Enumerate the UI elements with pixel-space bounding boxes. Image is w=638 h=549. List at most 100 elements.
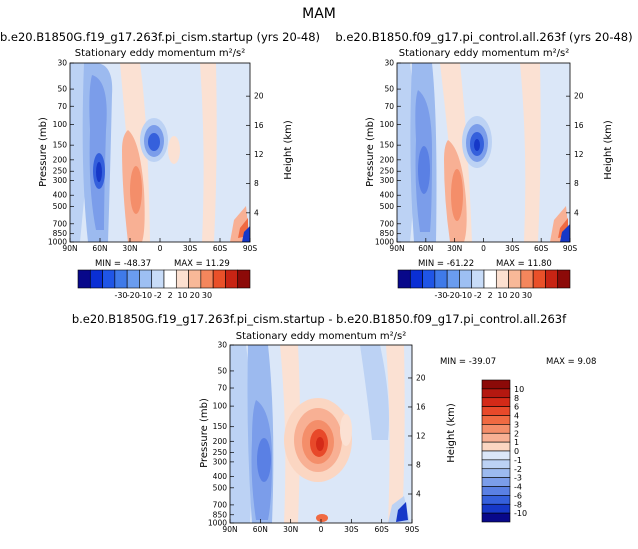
panel-1-y2tick-label: 12 <box>254 150 264 159</box>
panel-1-subtitle: Stationary eddy momentum m²/s² <box>75 48 245 59</box>
panel-2-y2tick-label: 12 <box>574 150 584 159</box>
panel-3-y2label: Height (km) <box>446 403 457 463</box>
panel-3-y2tick-label: 16 <box>416 402 426 411</box>
panel-2-ytick-label: 1000 <box>375 238 394 247</box>
panel-3-colorbar-label: 10 <box>514 385 524 394</box>
panel-3-ytick-label: 100 <box>213 402 228 411</box>
panel-2-colorbar-label: 10 <box>497 291 507 300</box>
panel-1-colorbar-label: -10 <box>139 291 152 300</box>
panel-2-ytick-label: 850 <box>380 229 395 238</box>
panel-3-colorbar-label: -1 <box>514 456 522 465</box>
panel-1-contour-field <box>70 63 250 242</box>
panel-2-y2tick-label: 8 <box>574 179 579 188</box>
panel-2-colorbar-swatch <box>520 269 534 289</box>
panel-2-colorbar-label: -2 <box>474 291 482 300</box>
panel-3: b.e20.B1850G.f19_g17.263f.pi_cism.startu… <box>72 312 597 534</box>
panel-3-colorbar-label: 6 <box>514 403 519 412</box>
panel-2: b.e20.B1850.f09_g17.pi_control.all.263f … <box>335 30 632 300</box>
panel-3-xtick-label: 60S <box>375 525 390 534</box>
panel-3-ytick-label: 300 <box>213 457 228 466</box>
panel-3-min: MIN = -39.07 <box>440 357 496 367</box>
panel-1-xtick-label: 90N <box>62 244 77 253</box>
panel-1-ytick-label: 1000 <box>48 238 67 247</box>
panel-1-ylabel: Pressure (mb) <box>38 117 49 187</box>
panel-2-xtick-label: 0 <box>481 244 486 253</box>
panel-3-ytick-label: 70 <box>217 384 227 393</box>
panel-2-colorbar-label: 20 <box>510 291 520 300</box>
panel-1-colorbar-swatch <box>77 269 91 289</box>
panel-1-colorbar-swatch <box>225 269 239 289</box>
panel-3-colorbar-label: 4 <box>514 412 519 421</box>
panel-1-ytick-label: 700 <box>53 219 68 228</box>
panel-2-title: b.e20.B1850.f09_g17.pi_control.all.263f … <box>335 30 632 44</box>
panel-2-xtick-label: 60N <box>418 244 433 253</box>
panel-3-colorbar-swatch <box>481 468 511 478</box>
panel-3-xtick-label: 90N <box>222 525 237 534</box>
panel-2-colorbar-label: 2 <box>488 291 493 300</box>
panel-1-ytick-label: 150 <box>53 141 68 150</box>
panel-2-ytick-label: 50 <box>384 85 394 94</box>
panel-1-ytick-label: 500 <box>53 202 68 211</box>
panel-2-y2tick-label: 20 <box>574 92 584 101</box>
panel-2-colorbar-swatch <box>471 269 485 289</box>
panel-2-colorbar-swatch <box>459 269 473 289</box>
panel-1-y2tick-label: 4 <box>254 208 259 217</box>
panel-3-ytick-label: 250 <box>213 448 228 457</box>
panel-3-colorbar-swatch <box>481 477 511 487</box>
panel-1-colorbar-swatch <box>163 269 177 289</box>
panel-3-y2tick-label: 20 <box>416 373 426 382</box>
panel-3-colorbar-swatch <box>481 495 511 505</box>
panel-2-ylabel: Pressure (mb) <box>365 117 376 187</box>
panel-2-y2tick-label: 4 <box>574 208 579 217</box>
panel-3-colorbar-swatch <box>481 424 511 434</box>
panel-2-colorbar-swatch <box>422 269 436 289</box>
panel-3-contour-field <box>230 345 412 523</box>
panel-3-xtick-label: 30S <box>344 525 359 534</box>
panel-1-ytick-label: 100 <box>53 120 68 129</box>
panel-3-ytick-label: 200 <box>213 437 228 446</box>
panel-1-colorbar-label: 30 <box>202 291 212 300</box>
panel-1-y2tick-label: 16 <box>254 121 264 130</box>
panel-2-ytick-label: 250 <box>380 167 395 176</box>
panel-2-ytick-label: 70 <box>384 102 394 111</box>
panel-3-y2tick-label: 8 <box>416 460 421 469</box>
panel-3-colorbar-swatch <box>481 486 511 496</box>
panel-3-colorbar-label: 3 <box>514 420 519 429</box>
panel-1-ytick-label: 400 <box>53 191 68 200</box>
panel-1-colorbar-label: 2 <box>168 291 173 300</box>
panel-2-ytick-label: 30 <box>384 59 394 68</box>
panel-2-colorbar-swatch <box>409 269 423 289</box>
panel-1-ytick-label: 70 <box>57 102 67 111</box>
panel-1-colorbar-label: 10 <box>177 291 187 300</box>
panel-1-colorbar-swatch <box>126 269 140 289</box>
panel-1-colorbar-swatch <box>151 269 165 289</box>
panel-1-ytick-label: 30 <box>57 59 67 68</box>
panel-3-colorbar-swatch <box>481 388 511 399</box>
panel-2-ytick-label: 150 <box>380 141 395 150</box>
panel-1-colorbar-swatch <box>188 269 202 289</box>
panel-3-colorbar-label: -3 <box>514 474 522 483</box>
panel-2-colorbar-label: -30 <box>434 291 447 300</box>
panel-2-subtitle: Stationary eddy momentum m²/s² <box>399 48 569 59</box>
panel-2-ytick-label: 300 <box>380 176 395 185</box>
panel-2-colorbar-label: -10 <box>459 291 472 300</box>
panel-1-xtick-label: 90S <box>243 244 258 253</box>
panel-2-xtick-label: 30S <box>505 244 520 253</box>
panel-1-colorbar-swatch <box>89 269 103 289</box>
panel-1-y2tick-label: 20 <box>254 92 264 101</box>
panel-1-max: MAX = 11.29 <box>174 259 230 269</box>
panel-3-ytick-label: 150 <box>213 422 228 431</box>
panel-1-ytick-label: 850 <box>53 229 68 238</box>
panel-1-colorbar-swatch <box>237 269 251 289</box>
panel-3-colorbar-label: -2 <box>514 465 522 474</box>
panel-3-colorbar-swatch <box>481 406 511 416</box>
panel-1-xtick-label: 30S <box>183 244 198 253</box>
panel-3-colorbar-swatch <box>481 379 511 390</box>
panel-3-colorbar-label: 1 <box>514 438 519 447</box>
panel-1-min: MIN = -48.37 <box>95 259 151 269</box>
panel-3-y2tick-label: 12 <box>416 431 426 440</box>
panel-3-y2tick-label: 4 <box>416 489 421 498</box>
panel-3-colorbar-swatch <box>481 415 511 425</box>
panel-3-max: MAX = 9.08 <box>546 357 596 367</box>
panel-3-ytick-label: 50 <box>217 366 227 375</box>
